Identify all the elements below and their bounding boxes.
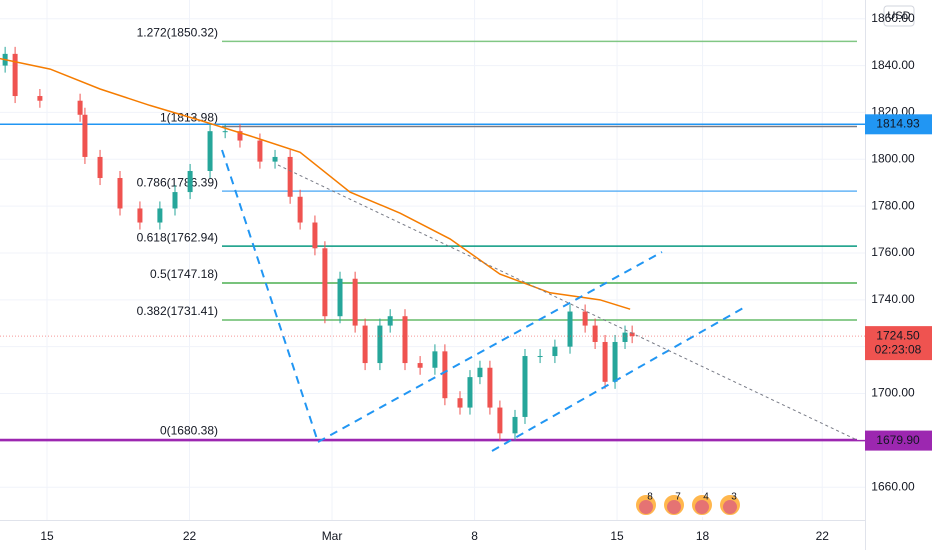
candle-body xyxy=(322,248,328,317)
candle-body xyxy=(467,377,473,408)
candle-body xyxy=(622,332,628,342)
fib-label: 1.272(1850.32) xyxy=(137,26,218,40)
y-tick-label: 1700.00 xyxy=(871,386,915,400)
candle-body xyxy=(477,367,483,378)
candle-body xyxy=(497,407,503,434)
candle-body xyxy=(117,178,123,209)
candle-body xyxy=(377,325,383,364)
y-tick-label: 1660.00 xyxy=(871,479,915,493)
candle-body xyxy=(337,278,343,317)
candle-body xyxy=(272,156,278,162)
x-tick-label: Mar xyxy=(322,529,343,543)
trend-line xyxy=(221,149,319,443)
fib-label: 0(1680.38) xyxy=(160,424,218,438)
candle-body xyxy=(362,325,368,364)
candle-body xyxy=(172,192,178,209)
candle-body xyxy=(37,96,43,101)
candle-body xyxy=(312,222,318,249)
candle-body xyxy=(629,332,635,337)
candle-body xyxy=(77,100,83,115)
x-tick-label: 15 xyxy=(40,529,54,543)
candle-body xyxy=(207,131,213,171)
y-tick-label: 1780.00 xyxy=(871,198,915,212)
candle-body xyxy=(417,363,423,368)
countdown: 02:23:08 xyxy=(875,342,922,356)
candle-body xyxy=(297,196,303,223)
fib-label: 0.5(1747.18) xyxy=(150,267,218,281)
currency-box[interactable] xyxy=(883,5,915,27)
candle-body xyxy=(237,131,243,141)
channel-line xyxy=(317,251,663,443)
y-tick-label: 1840.00 xyxy=(871,58,915,72)
event-count: 4 xyxy=(703,492,709,503)
y-tick-label: 1860.00 xyxy=(871,11,915,25)
y-tick-label: 1800.00 xyxy=(871,151,915,165)
candle-body xyxy=(537,356,543,358)
price-tag-label: 1814.93 xyxy=(876,116,920,130)
y-tick-label: 1760.00 xyxy=(871,245,915,259)
candle-body xyxy=(457,398,463,408)
event-flag xyxy=(695,500,709,514)
fib-label: 0.618(1762.94) xyxy=(137,230,218,244)
candle-body xyxy=(442,351,448,399)
candle-body xyxy=(157,208,163,223)
candle-body xyxy=(387,316,393,326)
y-tick-label: 1740.00 xyxy=(871,292,915,306)
price-tag-label: 1679.90 xyxy=(876,433,920,447)
x-tick-label: 22 xyxy=(183,529,197,543)
plot: 8 7 4 3 xyxy=(0,46,865,517)
candle-body xyxy=(602,341,608,382)
candle-body xyxy=(582,311,588,326)
event-flag xyxy=(667,500,681,514)
x-tick-label: 22 xyxy=(816,529,830,543)
event-count: 3 xyxy=(731,492,737,503)
candle-body xyxy=(287,156,293,197)
x-tick-label: 8 xyxy=(471,529,478,543)
candle-body xyxy=(352,278,358,326)
channel-line xyxy=(491,306,746,452)
fib-label: 0.382(1731.41) xyxy=(137,304,218,318)
candle-body xyxy=(97,156,103,179)
fib-label: 0.786(1786.39) xyxy=(137,175,218,189)
candle-body xyxy=(222,131,228,133)
axes: 1660.001680.001700.001720.001740.001760.… xyxy=(40,11,932,543)
last-price-label: 1724.50 xyxy=(876,328,920,342)
candle-body xyxy=(487,367,493,408)
candle-body xyxy=(567,311,573,347)
x-tick-label: 15 xyxy=(610,529,624,543)
drawings xyxy=(221,149,858,452)
grid xyxy=(0,0,865,520)
price-tag xyxy=(865,430,932,451)
event-count: 7 xyxy=(675,492,681,503)
candle-body xyxy=(512,416,518,434)
moving-average xyxy=(0,57,631,310)
candle-body xyxy=(522,356,528,417)
candle-body xyxy=(612,341,618,382)
candle-body xyxy=(402,316,408,364)
candle-body xyxy=(187,170,193,193)
candle-body xyxy=(257,140,263,162)
x-tick-label: 18 xyxy=(696,529,710,543)
candle-body xyxy=(137,208,143,223)
candle-body xyxy=(82,114,88,157)
candle-body xyxy=(432,351,438,368)
event-flag xyxy=(723,500,737,514)
candle-body xyxy=(552,346,558,357)
event-count: 8 xyxy=(647,492,653,503)
candle-body xyxy=(12,53,18,97)
currency: USD xyxy=(887,10,910,22)
candle-body xyxy=(592,325,598,342)
price-tag xyxy=(865,114,932,135)
dotted-trend-line xyxy=(277,164,858,441)
event-flag xyxy=(639,500,653,514)
last-price-tag xyxy=(865,326,932,361)
